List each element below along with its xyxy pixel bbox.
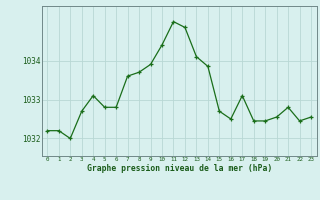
X-axis label: Graphe pression niveau de la mer (hPa): Graphe pression niveau de la mer (hPa) <box>87 164 272 173</box>
